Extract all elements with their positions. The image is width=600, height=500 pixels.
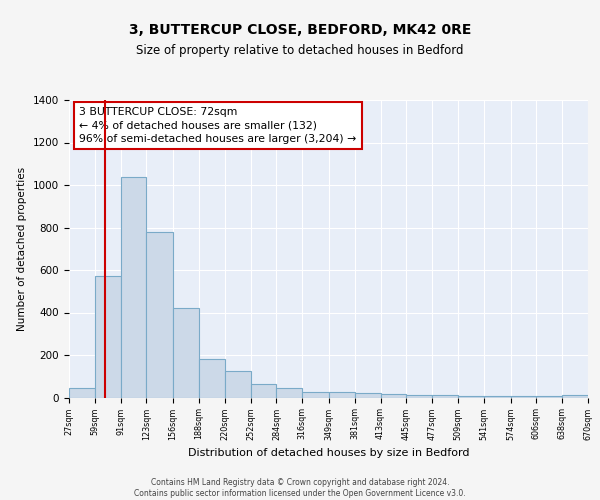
- Text: 3 BUTTERCUP CLOSE: 72sqm
← 4% of detached houses are smaller (132)
96% of semi-d: 3 BUTTERCUP CLOSE: 72sqm ← 4% of detache…: [79, 108, 356, 144]
- Bar: [277, 388, 302, 398]
- Bar: [458, 396, 484, 398]
- Text: Contains HM Land Registry data © Crown copyright and database right 2024.
Contai: Contains HM Land Registry data © Crown c…: [134, 478, 466, 498]
- Bar: [406, 396, 432, 398]
- Bar: [199, 359, 225, 398]
- Bar: [484, 396, 511, 398]
- Bar: [69, 388, 95, 398]
- Bar: [95, 276, 121, 398]
- Bar: [432, 396, 458, 398]
- Bar: [121, 176, 146, 398]
- Bar: [562, 395, 588, 398]
- Bar: [536, 396, 562, 398]
- Bar: [225, 371, 251, 398]
- Bar: [511, 396, 536, 398]
- Bar: [251, 384, 277, 398]
- Bar: [173, 308, 199, 398]
- Y-axis label: Number of detached properties: Number of detached properties: [17, 166, 28, 331]
- Bar: [329, 392, 355, 398]
- Bar: [146, 232, 173, 398]
- Bar: [355, 393, 380, 398]
- X-axis label: Distribution of detached houses by size in Bedford: Distribution of detached houses by size …: [188, 448, 469, 458]
- Text: Size of property relative to detached houses in Bedford: Size of property relative to detached ho…: [136, 44, 464, 57]
- Bar: [302, 392, 329, 398]
- Bar: [380, 394, 406, 398]
- Text: 3, BUTTERCUP CLOSE, BEDFORD, MK42 0RE: 3, BUTTERCUP CLOSE, BEDFORD, MK42 0RE: [129, 22, 471, 36]
